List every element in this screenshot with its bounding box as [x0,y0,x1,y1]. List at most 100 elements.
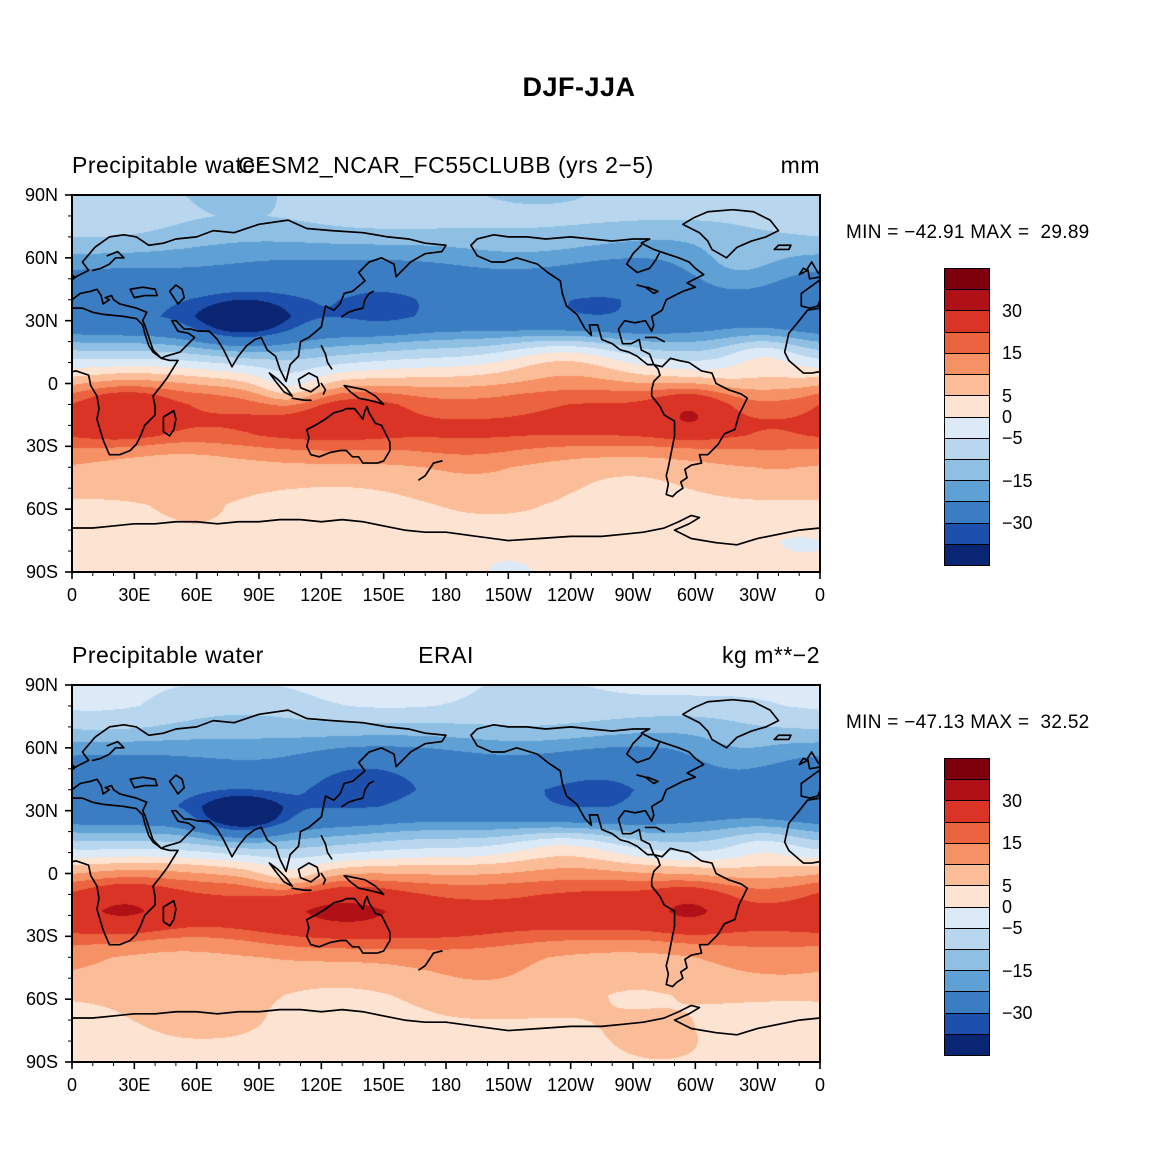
x-tick-label: 60E [180,1075,213,1095]
x-tick-label: 120W [547,585,595,605]
y-tick-label: 60S [25,499,58,520]
y-tick-label: 60N [24,737,58,758]
colorbar-segment [945,865,989,887]
colorbar-segment [945,907,989,929]
colorbar-segment [945,992,989,1014]
y-tick-label: 90N [24,675,58,695]
colorbar-tick-label: −15 [1002,470,1033,491]
colorbar-segment [945,949,989,972]
x-tick-label: 0 [814,585,825,605]
colorbar-segment [945,417,989,439]
colorbar-segment [945,523,989,545]
y-axis-tick-labels: 90N 60N 30N 0 30S 60S 90S [0,185,62,582]
colorbar-segment [945,843,989,866]
colorbar-tick-label: 0 [1002,407,1013,427]
colorbar-segment [945,311,989,333]
panel-units-label: mm [780,152,820,178]
x-tick-label: 0 [814,1075,825,1095]
x-tick-label: 90W [614,1075,652,1095]
y-tick-label: 0 [47,863,58,884]
y-tick-label: 30S [25,926,58,947]
map-plot-area [72,195,820,572]
colorbar-tick-label: −15 [1002,960,1033,981]
colorbar-segment [945,886,989,908]
x-tick-label: 30E [118,585,151,605]
panel-title-row: Precipitable water ERAI kg m**−2 [72,642,820,670]
y-tick-label: 30S [25,436,58,457]
x-axis-tick-labels: 0 30E 60E 90E 120E 150E 180 150W 120W 90W 60W 30W 0 [67,584,825,606]
panel-title-variable: Precipitable water [72,642,264,668]
x-tick-label: 60W [676,1075,714,1095]
colorbar-segment [945,269,989,291]
map-panel-model: Precipitable water CESM2_NCAR_FC55CLUBB … [0,130,1158,620]
colorbar-segment [945,1034,989,1056]
colorbar-segment [945,544,989,566]
y-tick-label: 30N [24,310,58,331]
colorbar-segment [945,375,989,397]
colorbar [944,758,990,1056]
colorbar-tick-label: 15 [1002,833,1023,854]
x-tick-label: 30W [739,1075,777,1095]
colorbar-tick-label: 30 [1002,300,1023,321]
x-tick-label: 30W [739,585,777,605]
colorbar-segment [945,438,989,460]
colorbar-segment [945,928,989,950]
x-tick-label: 0 [66,585,77,605]
panel-title-case: ERAI [418,642,474,668]
colorbar-segment [945,801,989,823]
y-tick-label: 30N [24,800,58,821]
colorbar-tick-label: 30 [1002,790,1023,811]
colorbar-segment [945,502,989,524]
colorbar-segment [945,459,989,482]
x-tick-label: 120W [547,1075,595,1095]
x-tick-label: 180 [430,585,462,605]
colorbar-segment [945,396,989,418]
colorbar-tick-label: −5 [1002,918,1023,939]
colorbar-tick-labels: 30 15 5 0 −5 −15 −30 [1002,758,1072,1056]
figure-title: DJF-JJA [522,72,636,102]
colorbar-tick-label: −30 [1002,513,1033,534]
y-tick-label: 60S [25,989,58,1010]
y-tick-label: 90S [25,1052,58,1072]
colorbar-segment [945,290,989,312]
coastlines-overlay [72,208,820,546]
colorbar-segment [945,1013,989,1035]
colorbar-segment [945,759,989,781]
colorbar-tick-label: −5 [1002,428,1023,449]
x-tick-label: 30E [118,1075,151,1095]
colorbar-tick-label: 15 [1002,343,1023,364]
coastlines-overlay [72,698,820,1036]
colorbar-tick-label: −30 [1002,1003,1033,1024]
x-tick-label: 60W [676,585,714,605]
stats-minmax: MIN = −47.13 MAX = 32.52 [846,712,1090,733]
x-tick-label: 60E [180,585,213,605]
panel-title-case: CESM2_NCAR_FC55CLUBB (yrs 2−5) [238,152,654,178]
x-tick-label: 180 [430,1075,462,1095]
x-tick-label: 150E [362,585,405,605]
colorbar [944,268,990,566]
colorbar-segment [945,332,989,354]
colorbar-segment [945,481,989,503]
x-tick-label: 150W [484,585,532,605]
y-tick-label: 90S [25,562,58,582]
map-plot-area [72,685,820,1062]
stats-minmax: MIN = −42.91 MAX = 29.89 [846,222,1090,243]
x-tick-label: 90E [242,1075,276,1095]
x-axis-tick-labels: 0 30E 60E 90E 120E 150E 180 150W 120W 90W 60W 30W 0 [67,1074,825,1096]
colorbar-tick-label: 5 [1002,385,1013,406]
y-axis-tick-labels: 90N 60N 30N 0 30S 60S 90S [0,675,62,1072]
colorbar-segment [945,822,989,844]
x-tick-label: 90W [614,585,652,605]
colorbar-segment [945,971,989,993]
x-tick-label: 90E [242,585,276,605]
panel-title-variable: Precipitable water [72,152,264,178]
x-tick-label: 0 [66,1075,77,1095]
colorbar-segment [945,353,989,376]
y-tick-label: 60N [24,247,58,268]
panel-units-label: kg m**−2 [722,642,820,668]
x-tick-label: 120E [300,1075,343,1095]
colorbar-tick-labels: 30 15 5 0 −5 −15 −30 [1002,268,1072,566]
x-tick-label: 120E [300,585,343,605]
y-tick-label: 90N [24,185,58,205]
